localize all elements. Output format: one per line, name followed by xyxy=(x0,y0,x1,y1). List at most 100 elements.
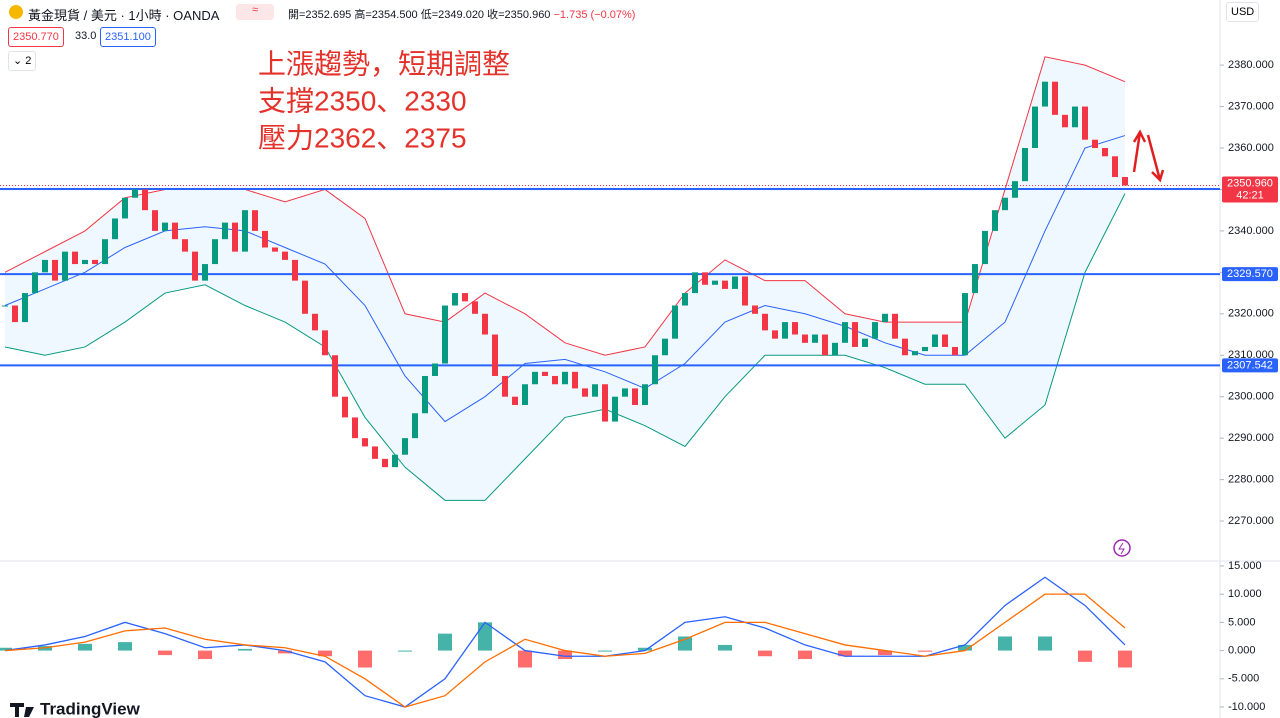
candle xyxy=(332,355,338,397)
candle xyxy=(512,396,518,405)
histogram-bar xyxy=(638,647,652,651)
candle xyxy=(172,222,178,240)
histogram-bar xyxy=(798,650,812,660)
signal-line xyxy=(4,593,1126,708)
y-tick-label: 2340.000 xyxy=(1228,225,1274,237)
flag-button[interactable] xyxy=(236,4,274,20)
y-tick-label: 10.000 xyxy=(1228,588,1262,600)
candle xyxy=(532,371,538,385)
candle xyxy=(892,313,898,339)
candle xyxy=(382,458,388,468)
histogram-bar xyxy=(278,650,292,654)
currency[interactable]: USD xyxy=(1226,2,1260,22)
candle xyxy=(302,280,308,314)
price-label-bg xyxy=(1222,267,1278,282)
histogram-bar xyxy=(918,650,932,652)
candle xyxy=(622,388,628,397)
candle xyxy=(842,322,848,343)
candle xyxy=(292,259,298,281)
y-tick-label: 2380.000 xyxy=(1228,59,1274,71)
y-tick-label: 2290.000 xyxy=(1228,432,1274,444)
down-arrow xyxy=(1146,134,1165,183)
y-tick-label: 2300.000 xyxy=(1228,391,1274,403)
candle xyxy=(932,334,938,347)
candle xyxy=(402,438,408,455)
candle xyxy=(12,305,18,323)
histogram-bar xyxy=(358,650,372,668)
candle xyxy=(562,371,568,385)
candle xyxy=(662,338,668,356)
candle xyxy=(1072,106,1078,128)
candle xyxy=(572,371,578,389)
ask[interactable]: 2351.100 xyxy=(100,27,156,47)
y-tick-label: 15.000 xyxy=(1228,560,1262,572)
annotation: 上漲趨勢，短期調整 xyxy=(258,48,510,79)
candle xyxy=(722,280,728,289)
y-tick-label: 2360.000 xyxy=(1228,142,1274,154)
candle xyxy=(422,375,428,414)
brand-logo xyxy=(10,703,34,717)
candle xyxy=(592,384,598,397)
histogram-bar xyxy=(518,650,532,668)
last-price-bg xyxy=(1222,176,1278,203)
candle xyxy=(362,438,368,447)
candle xyxy=(1122,177,1128,186)
candle xyxy=(1102,148,1108,157)
candle xyxy=(642,384,648,405)
flash-icon[interactable] xyxy=(1113,539,1131,557)
band-middle xyxy=(4,135,1126,423)
flag: ≈ xyxy=(252,4,259,16)
candle xyxy=(132,189,138,198)
indicators-toggle[interactable]: ⌄ 2 xyxy=(8,51,37,71)
candle xyxy=(272,247,278,252)
histogram-bar xyxy=(158,650,172,656)
band-fill xyxy=(5,56,1125,501)
candle xyxy=(762,313,768,331)
histogram-bar xyxy=(398,650,412,652)
candle xyxy=(202,264,208,281)
histogram-bar xyxy=(118,642,132,651)
y-tick-label: 2310.000 xyxy=(1228,349,1274,361)
candle xyxy=(222,222,228,240)
bid[interactable]: 2350.770 xyxy=(8,27,64,47)
candle xyxy=(442,305,448,364)
candle xyxy=(342,396,348,418)
candle xyxy=(32,272,38,294)
candle xyxy=(282,251,288,260)
candle xyxy=(1112,156,1118,178)
candle xyxy=(772,330,778,339)
candle xyxy=(952,346,958,356)
high: 高=2354.500 xyxy=(354,9,418,21)
candle xyxy=(262,230,268,248)
candle xyxy=(62,251,68,281)
histogram-bar xyxy=(878,650,892,656)
candle xyxy=(192,251,198,281)
histogram-bar xyxy=(198,650,212,660)
histogram-bar xyxy=(598,650,612,652)
candle xyxy=(492,334,498,376)
candle xyxy=(1042,81,1048,107)
last-price: 2350.960 xyxy=(1227,177,1273,189)
price-label: 2307.542 xyxy=(1227,359,1273,371)
candle xyxy=(92,259,98,265)
candle xyxy=(792,322,798,335)
candle xyxy=(612,396,618,422)
change: −1.735 (−0.07%) xyxy=(553,9,636,21)
candle xyxy=(352,417,358,439)
candle xyxy=(82,259,88,265)
histogram-bar xyxy=(718,644,732,651)
symbol: 黃金現貨 / 美元 · 1小時 · OANDA xyxy=(28,8,220,23)
candle xyxy=(462,293,468,302)
candle xyxy=(162,222,168,231)
candle xyxy=(972,264,978,294)
candle xyxy=(882,313,888,323)
histogram-bar xyxy=(1118,650,1132,668)
candle xyxy=(582,388,588,397)
candle xyxy=(912,351,918,356)
candle xyxy=(1012,181,1018,198)
y-tick-label: -5.000 xyxy=(1228,673,1259,685)
candle xyxy=(832,342,838,356)
candle xyxy=(22,293,28,323)
annotation: 支撐2350、2330 xyxy=(258,85,467,116)
